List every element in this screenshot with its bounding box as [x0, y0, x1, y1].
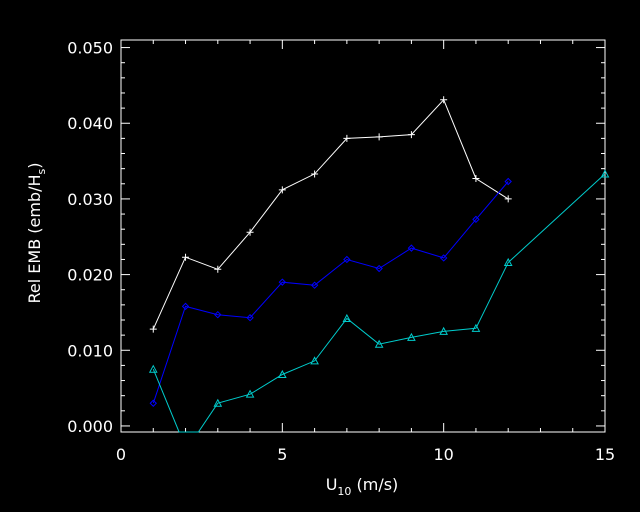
series-2-point	[214, 310, 222, 319]
series-2-point	[375, 264, 383, 273]
x-tick-label: 10	[433, 445, 453, 464]
x-tick-label: 5	[277, 445, 287, 464]
y-tick-label: 0.050	[67, 39, 113, 58]
series-2-point	[278, 278, 287, 286]
series-layer	[148, 96, 610, 433]
series-1-point	[182, 253, 190, 261]
y-tick-label: 0.000	[67, 417, 113, 436]
series-3-point	[407, 332, 416, 341]
x-tick-label: 0	[116, 445, 126, 464]
series-3-point	[600, 169, 610, 178]
series-2-point	[472, 215, 480, 224]
series-3-point	[342, 313, 352, 322]
series-1-point	[149, 325, 157, 333]
series-2-point	[504, 177, 512, 186]
series-3-point	[277, 369, 287, 378]
series-1-point	[407, 131, 415, 139]
series-2-point	[310, 281, 319, 289]
series-3-point	[471, 323, 481, 332]
series-1-point	[214, 265, 222, 273]
y-tick-label: 0.040	[67, 114, 113, 133]
series-2-line	[152, 181, 509, 404]
series-1-point	[375, 133, 383, 141]
series-3-point	[439, 326, 449, 335]
series-1-point	[504, 195, 512, 203]
series-3-point	[310, 356, 319, 365]
series-1-point	[472, 174, 480, 182]
series-3-point	[148, 364, 158, 373]
y-tick-label: 0.010	[67, 341, 113, 360]
series-1-line	[152, 98, 509, 330]
series-1-point	[278, 186, 286, 194]
series-2-point	[246, 314, 254, 322]
series-2-point	[149, 399, 157, 407]
series-1-point	[343, 134, 351, 142]
y-tick-label: 0.020	[67, 266, 113, 285]
series-3-line	[152, 173, 606, 433]
series-1-point	[246, 228, 254, 236]
series-3-point	[245, 389, 255, 398]
series-3-point	[213, 398, 223, 407]
x-tick-label: 15	[595, 445, 615, 464]
series-2-point	[181, 302, 190, 311]
series-1-point	[311, 170, 319, 178]
axes: 0 5 10 15 0.000 0.010 0.020 0.030 0.040 0.050	[67, 39, 615, 464]
y-tick-label: 0.030	[67, 190, 113, 209]
series-2-point	[407, 244, 416, 252]
x-axis-label: U10 (m/s)	[326, 475, 399, 498]
series-1-point	[440, 96, 448, 104]
series-2-point	[343, 255, 351, 264]
series-3-point	[503, 257, 513, 266]
series-3-point	[374, 339, 384, 348]
y-axis-label: Rel EMB (emb/Hs)	[25, 163, 48, 304]
series-2-point	[439, 254, 448, 262]
plot-frame	[120, 39, 606, 433]
